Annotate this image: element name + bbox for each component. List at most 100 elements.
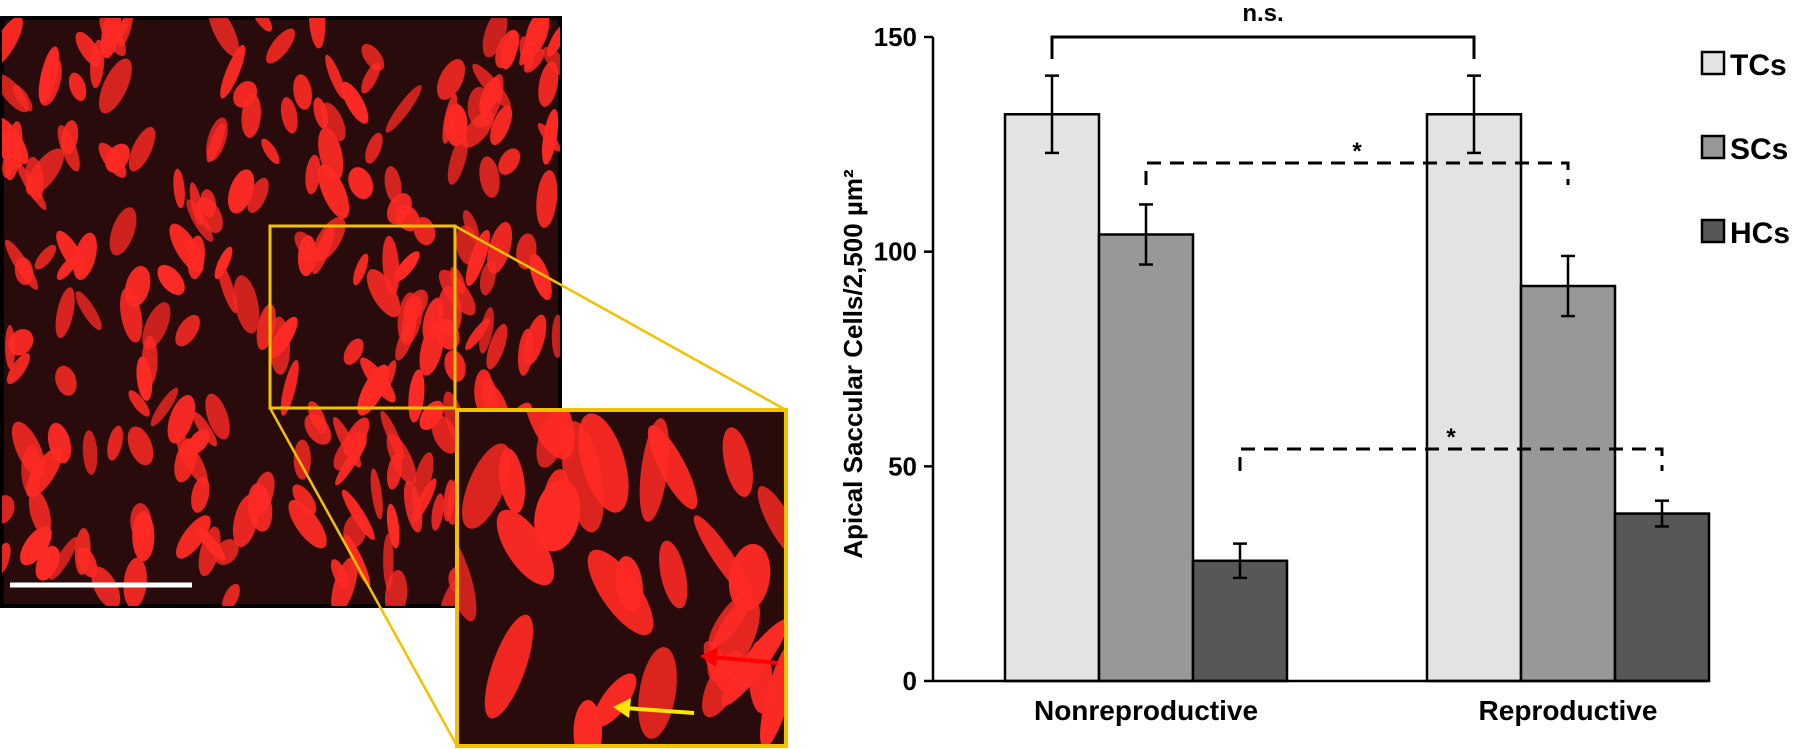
error-bar xyxy=(1467,74,1481,155)
hair-cell-blob xyxy=(280,359,299,416)
hair-cell-blob xyxy=(56,256,77,281)
error-bar xyxy=(1045,74,1059,155)
hair-cell-blob xyxy=(186,239,203,273)
hair-cell-blob xyxy=(462,443,511,529)
hair-cell-blob xyxy=(760,639,786,746)
hair-cell-blob xyxy=(176,515,211,559)
hair-cell-blob xyxy=(128,390,150,417)
hair-cell-blob xyxy=(353,253,369,286)
hair-cell-blob xyxy=(297,235,317,277)
significance-bracket xyxy=(1238,447,1664,471)
hair-cell-blob xyxy=(360,357,396,403)
error-bar xyxy=(1655,499,1669,528)
hair-cell-blob xyxy=(308,18,326,49)
hair-cell-blob xyxy=(5,325,16,370)
hair-cell-blob xyxy=(266,28,295,64)
hair-cell-blob xyxy=(551,314,560,358)
hair-cell-blob xyxy=(120,287,143,343)
hair-cell-blob xyxy=(175,314,200,347)
hair-cell-blob xyxy=(487,222,513,274)
hair-cell-blob xyxy=(16,162,47,211)
hair-cell-blob xyxy=(321,102,346,142)
hair-cell-blob xyxy=(127,426,154,466)
hair-cell-blob xyxy=(38,46,60,104)
legend-label: SCs xyxy=(1730,133,1788,166)
y-tick-label: 100 xyxy=(874,237,917,267)
hair-cell-blob xyxy=(305,154,321,195)
hair-cell-blob xyxy=(384,166,402,204)
hair-cell-blob xyxy=(436,59,466,100)
hair-cell-blob xyxy=(6,353,30,385)
hair-cell-blob xyxy=(486,323,508,370)
hair-cell-blob xyxy=(573,700,603,746)
hair-cell-blob xyxy=(2,18,23,69)
hair-cell-blob xyxy=(541,109,559,165)
hair-cell-blob xyxy=(659,540,688,609)
x-category-label: Nonreproductive xyxy=(1034,695,1258,726)
hair-cell-blob xyxy=(28,489,51,536)
hair-cell-blob xyxy=(141,335,158,386)
hair-cell-blob xyxy=(366,269,401,318)
hair-cell-blob xyxy=(191,476,210,513)
hair-cell-blob xyxy=(561,421,604,533)
zoom-inset-frame xyxy=(455,408,788,748)
hair-cell-blob xyxy=(261,138,280,165)
hair-cell-blob xyxy=(385,85,422,133)
hair-cell-blob xyxy=(728,543,771,612)
hair-cell-blob xyxy=(288,499,327,549)
hair-cell-blob xyxy=(55,287,75,339)
hair-cell-blob xyxy=(20,526,52,566)
hair-cell-blob xyxy=(318,164,350,219)
legend-swatch xyxy=(1700,218,1726,244)
bar-chart: 0 50 100 150 Apical Saccular Cells/2,500 µm… xyxy=(838,0,1790,726)
hair-cell-blob xyxy=(14,257,34,286)
bar-hcs-reproductive xyxy=(1613,512,1711,683)
hair-cell-blob xyxy=(444,103,468,147)
hair-cell-blob xyxy=(208,18,240,57)
hair-cell-blob xyxy=(341,489,375,540)
hair-cell-blob xyxy=(157,264,185,295)
hair-cell-blob xyxy=(192,411,218,447)
hair-cell-blob xyxy=(251,18,273,32)
y-axis-label: Apical Saccular Cells/2,500 µm² xyxy=(838,169,868,559)
hair-cell-blob xyxy=(173,168,185,209)
significance-label: * xyxy=(1446,424,1456,451)
red-arrow-icon xyxy=(700,647,779,667)
hair-cell-blob xyxy=(490,105,513,146)
hair-cell-blob xyxy=(335,439,366,486)
hair-cell-blob xyxy=(536,170,558,228)
hair-cell-blob xyxy=(247,177,269,213)
hair-cell-blob xyxy=(75,31,102,67)
hair-cell-blob xyxy=(348,167,373,200)
hair-cell-blob xyxy=(55,365,77,396)
hair-cell-blob xyxy=(268,316,298,359)
hair-cell-blob xyxy=(383,533,394,590)
hair-cell-blob xyxy=(370,468,383,520)
hair-cell-blob xyxy=(546,23,560,57)
x-category-label: Reproductive xyxy=(1479,695,1658,726)
legend-label: HCs xyxy=(1730,217,1790,250)
hair-cell-blob xyxy=(132,511,155,562)
hair-cell-blob xyxy=(522,410,575,460)
hair-cell-blob xyxy=(496,509,555,586)
hair-cell-blob xyxy=(57,125,80,172)
hair-cell-blob xyxy=(68,72,87,101)
hair-cell-blob xyxy=(484,614,534,719)
hair-cell-blob xyxy=(200,189,217,218)
hair-cell-blob xyxy=(538,61,559,107)
legend-swatch xyxy=(1700,50,1726,76)
hair-cell-blob xyxy=(341,81,369,124)
hair-cell-blob xyxy=(82,430,98,475)
hair-cell-blob xyxy=(438,269,476,316)
hair-cell-blob xyxy=(75,291,102,330)
hair-cell-blob xyxy=(615,556,643,612)
hair-cell-blob xyxy=(34,244,57,270)
hair-cell-blob xyxy=(380,410,405,460)
hair-cell-blob xyxy=(479,156,500,198)
hair-cell-blob xyxy=(443,479,455,522)
hair-cell-blob xyxy=(2,117,29,165)
hair-cell-blob xyxy=(757,486,786,560)
bar-tcs-reproductive xyxy=(1425,113,1523,683)
hair-cell-blob xyxy=(495,29,520,69)
significance-label: n.s. xyxy=(1242,0,1283,27)
